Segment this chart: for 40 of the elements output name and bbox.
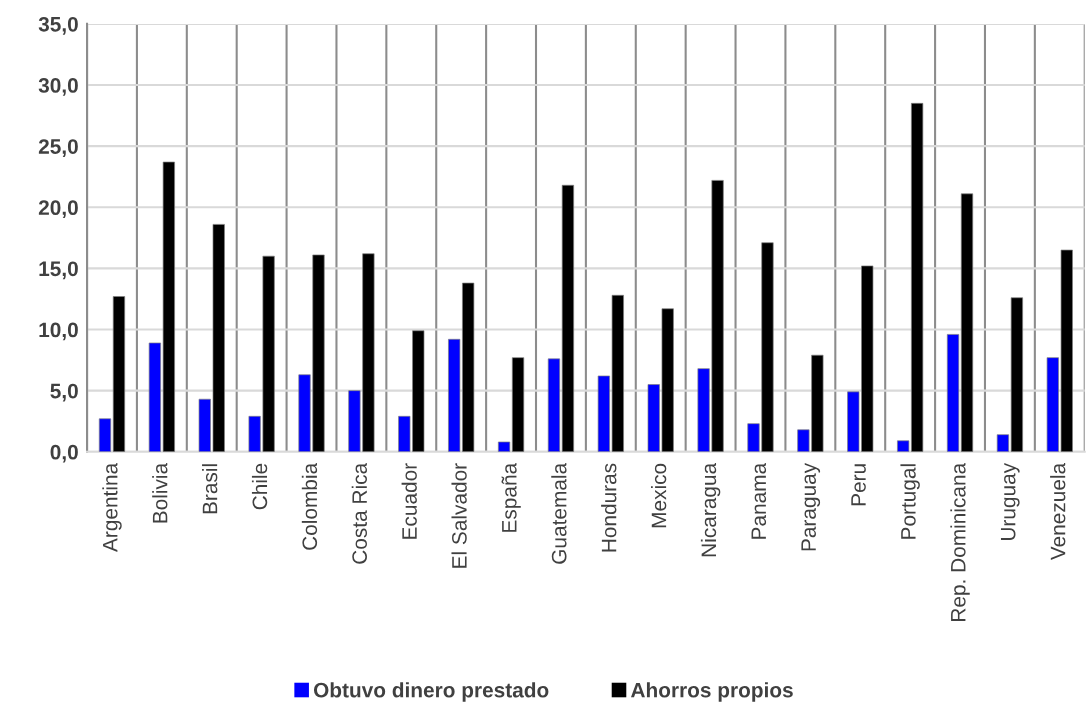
x-tick-label: Argentina: [102, 462, 122, 553]
x-tick-label: Honduras: [601, 463, 617, 552]
x-tick-label: Panama: [751, 462, 767, 539]
x-tick-label: Nicaragua: [700, 462, 721, 557]
bar: [497, 441, 511, 452]
bar: [1010, 297, 1023, 452]
y-tick-label: 5,0: [50, 383, 78, 402]
bar: [98, 418, 112, 452]
bar: [946, 334, 960, 452]
x-tick-label: Portugal: [900, 464, 920, 539]
legend-label: Obtuvo dinero prestado: [313, 682, 549, 702]
bar: [996, 434, 1010, 452]
x-tick-label: Mexico: [651, 463, 667, 528]
y-tick-label: 10,0: [39, 322, 78, 341]
bar: [511, 357, 525, 452]
y-tick-label: 25,0: [38, 139, 78, 157]
x-tick-label: Chile: [251, 463, 268, 510]
bar: [547, 358, 561, 452]
y-tick-label: 20,0: [38, 200, 78, 219]
y-tick-label: 15,0: [39, 261, 78, 280]
x-tick-label: Venezuela: [1050, 462, 1066, 561]
x-tick-label: El Salvador: [451, 463, 467, 568]
legend-label: Ahorros propios: [630, 682, 793, 702]
bar: [112, 296, 126, 452]
x-tick-label: Guatemala: [551, 462, 567, 564]
bar: [561, 184, 575, 452]
bar: [960, 193, 974, 452]
x-tick-label: Bolivia: [152, 462, 168, 523]
x-tick-label: Peru: [851, 464, 866, 506]
x-tick-label: Uruguay: [1000, 462, 1020, 541]
x-tick-label: Paraguay: [801, 462, 821, 551]
x-tick-label: Ecuador: [401, 463, 417, 539]
x-tick-label: Colombia: [301, 462, 318, 550]
y-tick-label: 35,0: [38, 16, 78, 35]
x-tick-label: España: [501, 462, 521, 532]
x-tick-label: Brasil: [202, 464, 218, 514]
y-tick-label: 30,0: [38, 78, 78, 96]
x-tick-label: Costa Rica: [351, 462, 367, 564]
y-tick-label: 0,0: [50, 444, 78, 463]
x-tick-label: Rep. Dominicana: [950, 462, 970, 621]
